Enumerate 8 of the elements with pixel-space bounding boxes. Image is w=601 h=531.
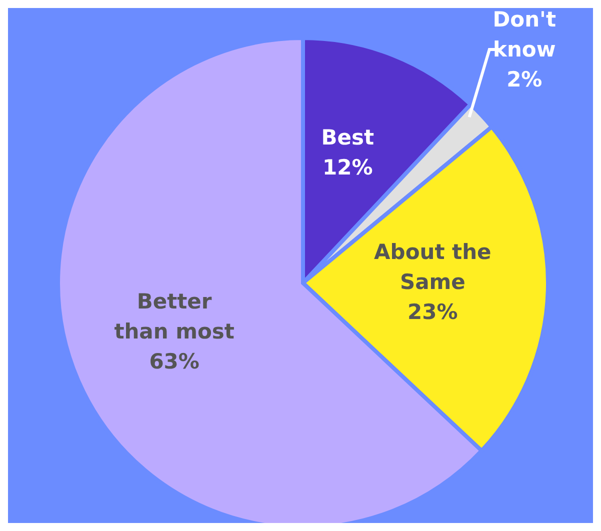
slice-label: Don't know bbox=[492, 7, 556, 62]
data-label: 23% bbox=[408, 300, 458, 324]
slice-label: Better than most bbox=[114, 290, 234, 344]
slice-label: Best bbox=[321, 126, 374, 150]
data-label: 63% bbox=[149, 350, 200, 374]
slice-label: About the Same bbox=[374, 240, 492, 294]
data-label: 12% bbox=[322, 156, 373, 180]
data-label: 2% bbox=[506, 67, 542, 92]
